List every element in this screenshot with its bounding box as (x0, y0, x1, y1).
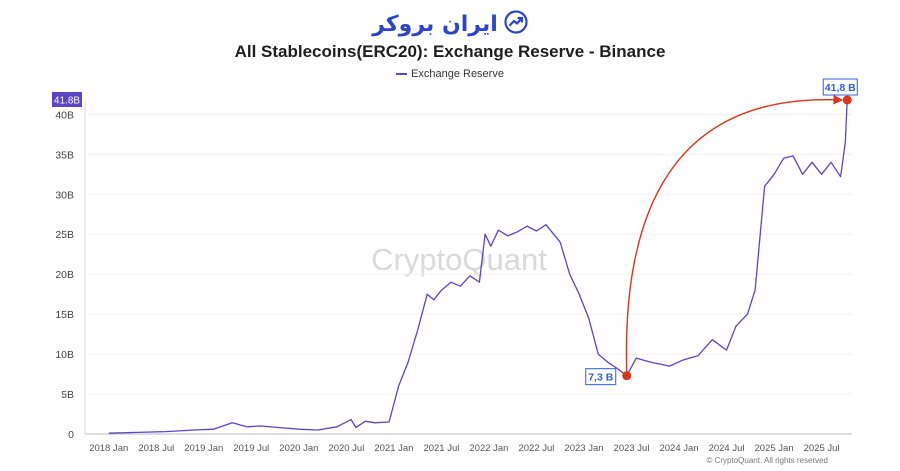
brand-logo: ایران بروکر (0, 10, 900, 39)
x-tick-label: 2025 Jul (804, 443, 840, 454)
y-tick-label: 20B (55, 269, 74, 281)
y-tick-label: 35B (55, 149, 74, 161)
x-tick-label: 2022 Jul (518, 443, 554, 454)
x-tick-label: 2023 Jul (614, 443, 650, 454)
y-tick-label: 5B (61, 389, 74, 401)
watermark: CryptoQuant (371, 242, 547, 277)
x-tick-label: 2019 Jul (233, 443, 269, 454)
legend-swatch (396, 73, 408, 76)
x-tick-label: 2021 Jul (423, 443, 459, 454)
current-value-badge: 41.8B (52, 92, 82, 107)
annotation-end-text: 41,8 B (825, 82, 856, 94)
y-tick-label: 30B (55, 189, 74, 201)
annotation-start-text: 7,3 B (588, 372, 614, 384)
annotation-end-label: 41,8 B (822, 78, 858, 96)
y-tick-label: 15B (55, 309, 74, 321)
x-tick-label: 2019 Jan (184, 443, 223, 454)
x-tick-label: 2020 Jan (279, 443, 318, 454)
legend-label: Exchange Reserve (411, 68, 504, 80)
x-tick-label: 2024 Jan (659, 443, 698, 454)
annotation-end-point (842, 95, 852, 105)
series-line-exchange-reserve (108, 99, 848, 434)
x-tick-label: 2022 Jan (469, 443, 508, 454)
x-tick-label: 2025 Jan (755, 443, 794, 454)
annotation-start-label: 7,3 B (585, 368, 617, 386)
annotation-start-point (622, 371, 632, 381)
chart-title: All Stablecoins(ERC20): Exchange Reserve… (234, 42, 666, 61)
y-tick-label: 40B (55, 109, 74, 121)
x-tick-label: 2023 Jan (564, 443, 603, 454)
x-tick-label: 2020 Jul (328, 443, 364, 454)
chart-legend[interactable]: Exchange Reserve (0, 68, 900, 80)
x-tick-label: 2018 Jan (89, 443, 128, 454)
y-tick-label: 10B (55, 349, 74, 361)
annotation-arrow (625, 94, 844, 372)
copyright-notice: © CryptoQuant. All rights reserved (706, 456, 829, 465)
x-tick-label: 2018 Jul (138, 443, 174, 454)
brand-name: ایران بروکر (372, 12, 498, 37)
current-value-badge-text: 41.8B (54, 96, 80, 107)
x-tick-label: 2024 Jul (709, 443, 745, 454)
y-tick-label: 0 (68, 429, 74, 441)
chart-trend-icon (504, 10, 528, 39)
y-tick-label: 25B (55, 229, 74, 241)
x-tick-label: 2021 Jan (374, 443, 413, 454)
